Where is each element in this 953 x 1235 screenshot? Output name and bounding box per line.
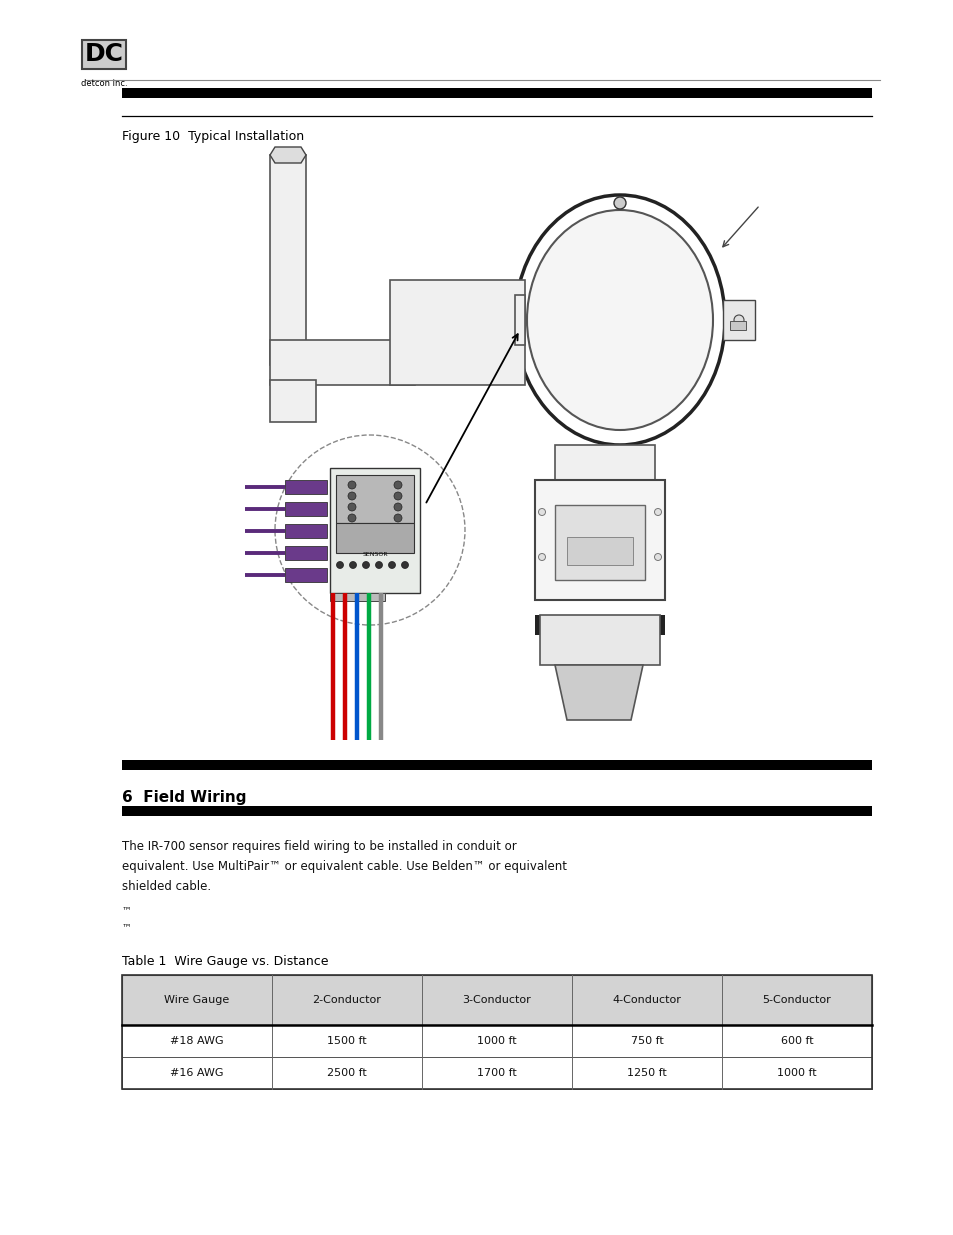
Circle shape: [394, 503, 401, 511]
Circle shape: [349, 562, 356, 568]
Text: 600 ft: 600 ft: [780, 1036, 813, 1046]
Text: 1500 ft: 1500 ft: [327, 1036, 366, 1046]
Text: 2-Conductor: 2-Conductor: [313, 995, 381, 1005]
Circle shape: [362, 562, 369, 568]
Bar: [330, 468, 419, 593]
Text: 1000 ft: 1000 ft: [777, 1068, 816, 1078]
Bar: [122, 806, 871, 816]
Text: 750 ft: 750 ft: [630, 1036, 662, 1046]
Text: SENSOR: SENSOR: [362, 552, 388, 557]
Bar: [122, 1057, 871, 1089]
Bar: [390, 280, 524, 385]
Text: 3-Conductor: 3-Conductor: [462, 995, 531, 1005]
Bar: [535, 480, 664, 600]
Circle shape: [375, 562, 382, 568]
Circle shape: [336, 562, 343, 568]
Ellipse shape: [515, 195, 724, 445]
Bar: [270, 340, 415, 385]
Bar: [122, 760, 871, 769]
Circle shape: [394, 492, 401, 500]
Text: Figure 10  Typical Installation: Figure 10 Typical Installation: [122, 130, 304, 143]
Circle shape: [348, 480, 355, 489]
Bar: [285, 568, 327, 582]
Bar: [555, 505, 644, 580]
Text: DC: DC: [85, 42, 123, 65]
Text: Table 1  Wire Gauge vs. Distance: Table 1 Wire Gauge vs. Distance: [122, 955, 328, 968]
Circle shape: [348, 514, 355, 522]
Circle shape: [348, 492, 355, 500]
Ellipse shape: [526, 210, 712, 430]
Bar: [484, 300, 517, 340]
Text: shielded cable.: shielded cable.: [122, 881, 211, 893]
Text: equivalent. Use MultiPair™ or equivalent cable. Use Belden™ or equivalent: equivalent. Use MultiPair™ or equivalent…: [122, 860, 566, 873]
Text: 2500 ft: 2500 ft: [327, 1068, 367, 1078]
Text: 1700 ft: 1700 ft: [476, 1068, 517, 1078]
Circle shape: [401, 562, 408, 568]
Circle shape: [537, 553, 545, 561]
Bar: [729, 321, 745, 330]
Bar: [515, 295, 524, 345]
Text: 5-Conductor: 5-Conductor: [761, 995, 830, 1005]
Bar: [122, 974, 871, 1025]
Circle shape: [537, 509, 545, 515]
Ellipse shape: [274, 435, 464, 625]
Polygon shape: [270, 147, 306, 163]
Text: #16 AWG: #16 AWG: [170, 1068, 224, 1078]
Bar: [285, 546, 327, 559]
Bar: [722, 300, 754, 340]
Circle shape: [388, 562, 395, 568]
Bar: [285, 480, 327, 494]
Bar: [285, 501, 327, 516]
Text: #18 AWG: #18 AWG: [170, 1036, 224, 1046]
Text: detcon inc.: detcon inc.: [81, 79, 127, 88]
Text: ™: ™: [122, 905, 132, 915]
Circle shape: [654, 509, 660, 515]
Text: 1000 ft: 1000 ft: [476, 1036, 517, 1046]
Circle shape: [614, 198, 625, 209]
Bar: [330, 593, 385, 601]
Text: 1250 ft: 1250 ft: [626, 1068, 666, 1078]
Bar: [539, 615, 659, 664]
Bar: [270, 156, 306, 366]
Bar: [566, 537, 633, 564]
Circle shape: [394, 480, 401, 489]
Bar: [122, 974, 871, 1089]
Bar: [555, 445, 655, 483]
Circle shape: [348, 503, 355, 511]
Bar: [493, 321, 509, 330]
Bar: [122, 1025, 871, 1057]
Text: Wire Gauge: Wire Gauge: [164, 995, 230, 1005]
Bar: [285, 524, 327, 538]
Bar: [270, 380, 315, 422]
Circle shape: [394, 514, 401, 522]
Text: 6  Field Wiring: 6 Field Wiring: [122, 790, 246, 805]
Circle shape: [496, 315, 505, 325]
Bar: [335, 475, 414, 522]
Text: 4-Conductor: 4-Conductor: [612, 995, 680, 1005]
Text: ™: ™: [122, 923, 132, 932]
Bar: [122, 88, 871, 98]
Polygon shape: [555, 664, 642, 720]
Text: The IR-700 sensor requires field wiring to be installed in conduit or: The IR-700 sensor requires field wiring …: [122, 840, 517, 853]
Circle shape: [654, 553, 660, 561]
Circle shape: [733, 315, 743, 325]
Bar: [535, 615, 664, 635]
Bar: [335, 522, 414, 553]
